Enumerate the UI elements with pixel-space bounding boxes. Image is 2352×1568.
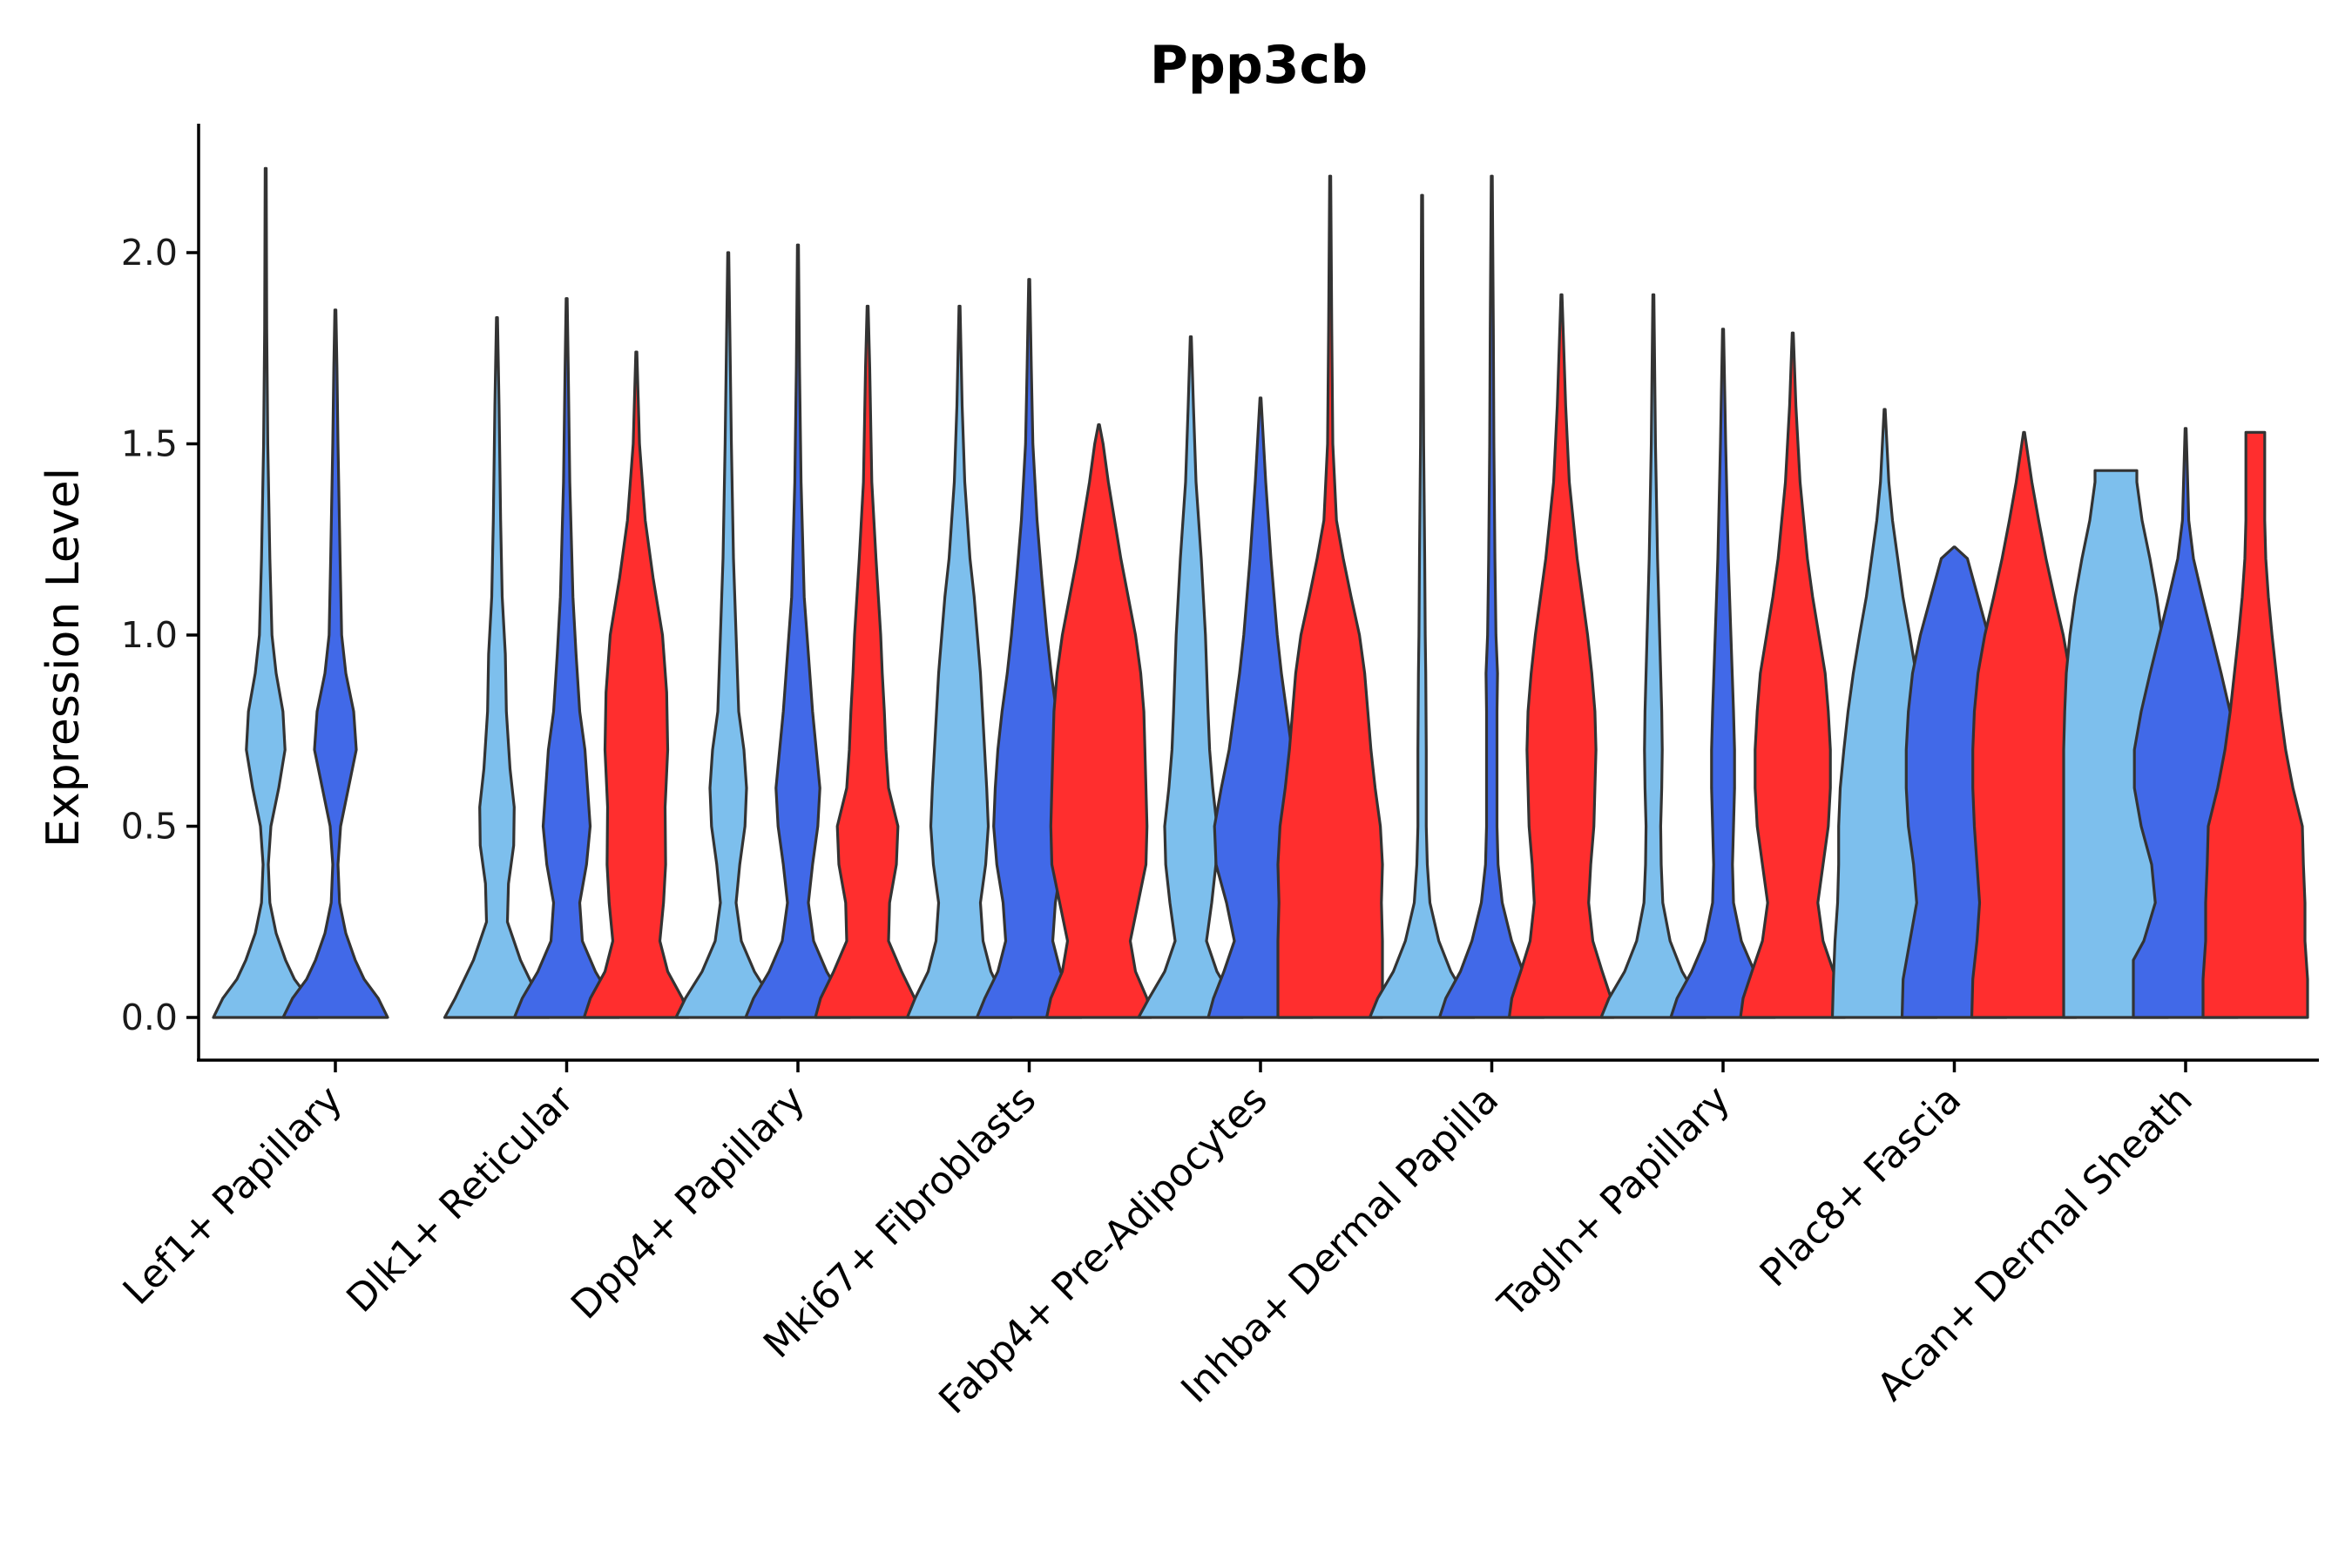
x-tick-label: Lef1+ Papillary xyxy=(115,1078,351,1314)
violin-group3 xyxy=(1739,331,1847,1019)
violin-group3 xyxy=(1970,430,2078,1019)
violin-group3 xyxy=(582,350,691,1019)
y-tick-label: 2.0 xyxy=(121,232,178,274)
violin-group1 xyxy=(443,316,551,1019)
chart-title: Ppp3cb xyxy=(1150,35,1368,96)
y-tick-label: 1.5 xyxy=(121,423,178,465)
x-tick-label: Plac8+ Fascia xyxy=(1752,1078,1970,1296)
violin-group1 xyxy=(1368,193,1477,1019)
violin-group3 xyxy=(814,304,922,1019)
violin-group1 xyxy=(1599,293,1707,1019)
x-tick-label: Dlk1+ Reticular xyxy=(338,1077,583,1321)
violin-group1 xyxy=(212,166,320,1019)
y-ticks-group: 0.0 0.5 1.0 1.5 2.0 xyxy=(121,232,199,1038)
violin-group2 xyxy=(281,308,389,1019)
violins-group xyxy=(212,166,2309,1019)
x-tick-label: Tagln+ Papillary xyxy=(1490,1078,1739,1327)
violin-group3 xyxy=(1507,293,1616,1019)
violin-group2 xyxy=(1669,328,1777,1019)
violin-group2 xyxy=(512,297,621,1019)
violin-group1 xyxy=(674,251,782,1019)
y-axis-label: Expression Level xyxy=(37,468,90,848)
violin-group3 xyxy=(1276,174,1384,1019)
y-tick-label: 0.0 xyxy=(121,997,178,1038)
violin-group3 xyxy=(1044,422,1153,1019)
violin-group3 xyxy=(2201,430,2309,1019)
y-tick-label: 0.5 xyxy=(121,806,178,848)
violin-group1 xyxy=(1137,335,1245,1019)
x-tick-label: Dpp4+ Papillary xyxy=(563,1078,814,1328)
violin-group1 xyxy=(905,304,1014,1019)
violin-group2 xyxy=(744,243,852,1019)
violin-group2 xyxy=(1437,174,1546,1019)
y-tick-label: 1.0 xyxy=(121,614,178,656)
